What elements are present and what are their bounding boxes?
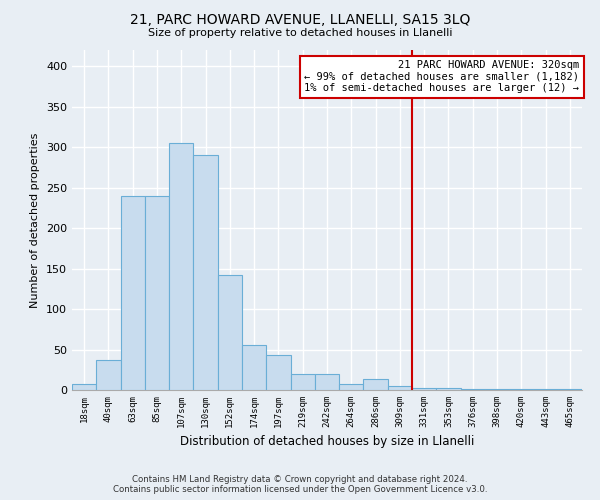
Bar	[533, 389, 558, 390]
Bar	[242, 346, 266, 390]
Bar	[96, 360, 121, 390]
Bar	[339, 384, 364, 390]
Bar	[315, 374, 339, 390]
X-axis label: Distribution of detached houses by size in Llanelli: Distribution of detached houses by size …	[180, 436, 474, 448]
Bar	[169, 143, 193, 390]
Text: Size of property relative to detached houses in Llanelli: Size of property relative to detached ho…	[148, 28, 452, 38]
Bar	[266, 355, 290, 390]
Text: 21 PARC HOWARD AVENUE: 320sqm
← 99% of detached houses are smaller (1,182)
1% of: 21 PARC HOWARD AVENUE: 320sqm ← 99% of d…	[304, 60, 580, 94]
Bar	[121, 196, 145, 390]
Text: Contains HM Land Registry data © Crown copyright and database right 2024.
Contai: Contains HM Land Registry data © Crown c…	[113, 474, 487, 494]
Bar	[145, 196, 169, 390]
Bar	[436, 388, 461, 390]
Bar	[509, 389, 533, 390]
Bar	[388, 386, 412, 390]
Bar	[72, 384, 96, 390]
Bar	[412, 388, 436, 390]
Bar	[558, 389, 582, 390]
Bar	[461, 389, 485, 390]
Y-axis label: Number of detached properties: Number of detached properties	[31, 132, 40, 308]
Text: 21, PARC HOWARD AVENUE, LLANELLI, SA15 3LQ: 21, PARC HOWARD AVENUE, LLANELLI, SA15 3…	[130, 12, 470, 26]
Bar	[290, 374, 315, 390]
Bar	[218, 275, 242, 390]
Bar	[364, 380, 388, 390]
Bar	[485, 389, 509, 390]
Bar	[193, 155, 218, 390]
